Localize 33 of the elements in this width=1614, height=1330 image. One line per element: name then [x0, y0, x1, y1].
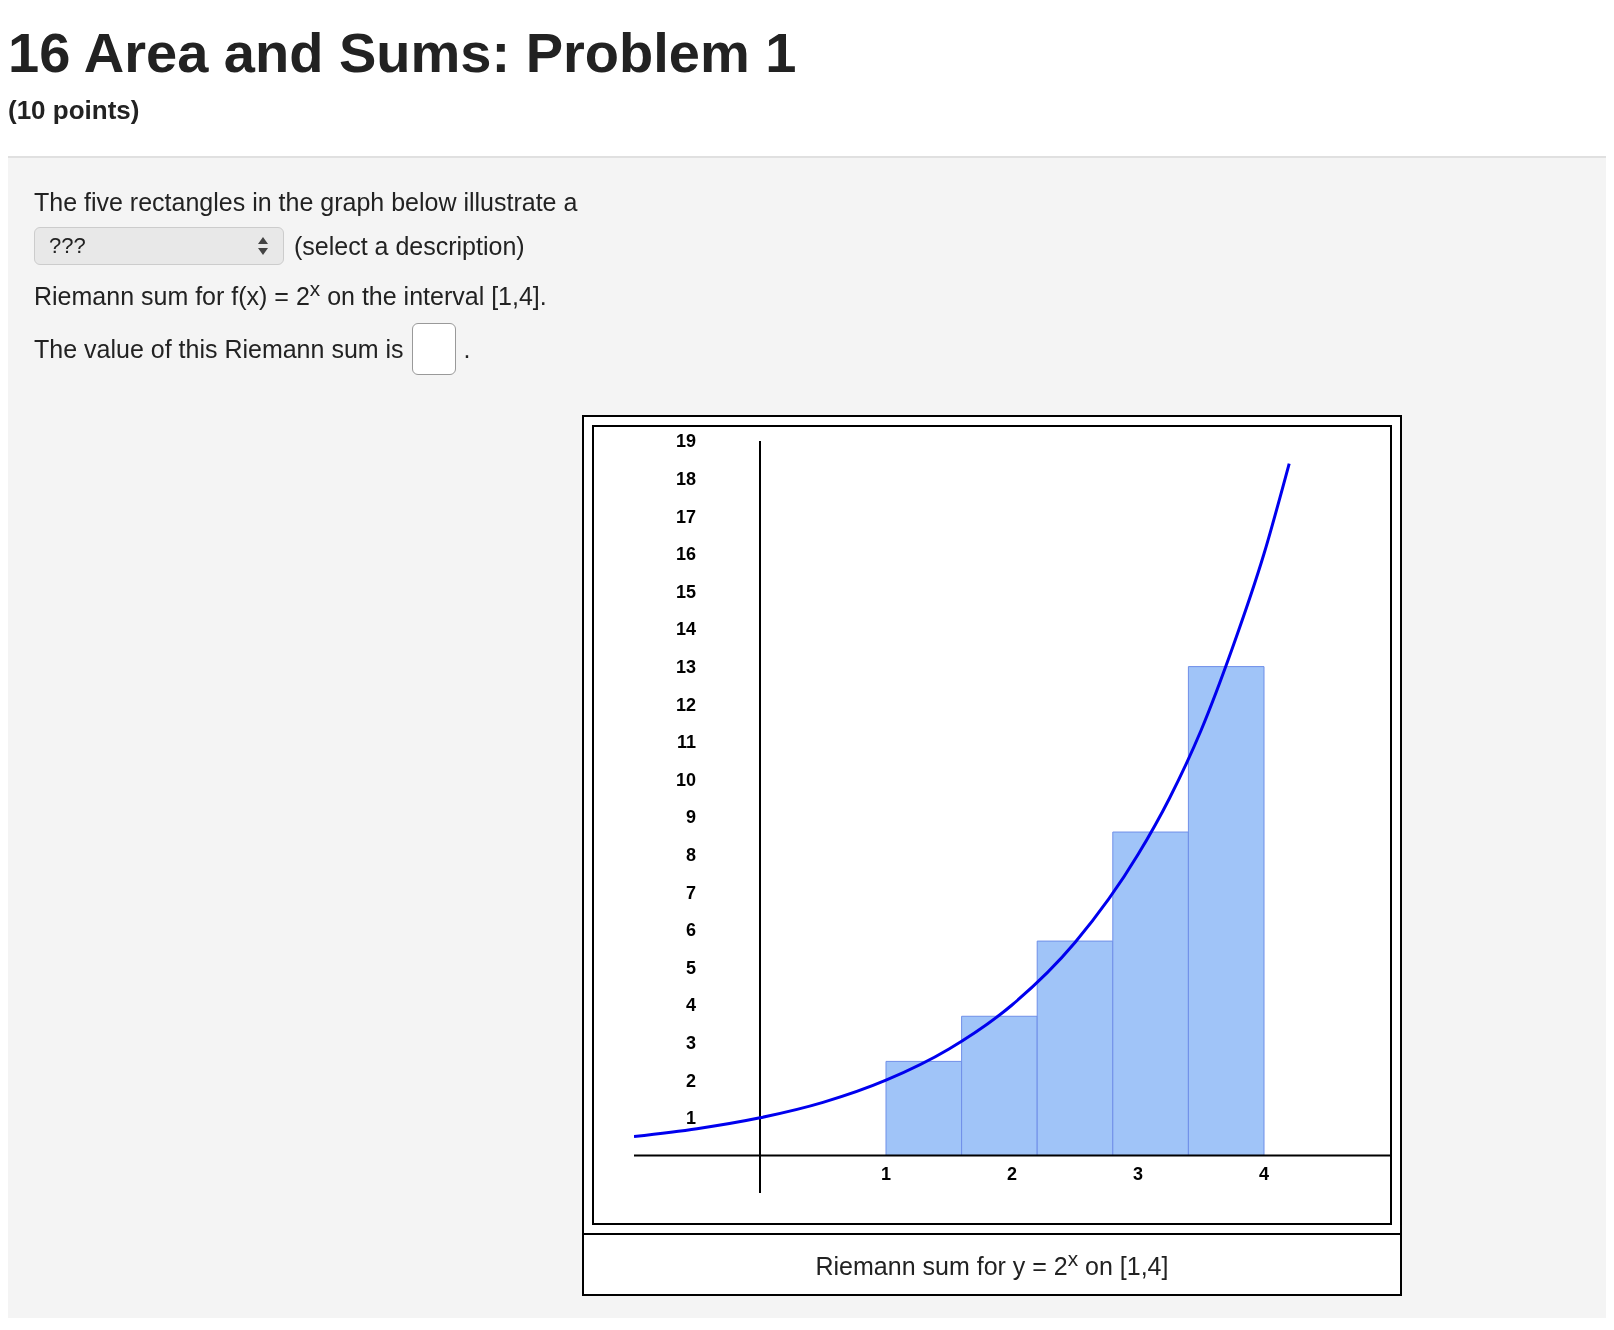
dropdown-field: ??? [34, 227, 284, 265]
y-tick-label: 16 [675, 544, 696, 565]
chart-title: 16 Area and Sums: Problem 1 [8, 20, 798, 85]
y-tick-label: 1 [685, 1108, 696, 1129]
y-tick-label: 3 [685, 1033, 696, 1054]
y-tick-label: 14 [675, 619, 696, 640]
y-tick-label: 7 [685, 882, 696, 903]
text: Riemann sum for y = 2$^{x}$ on [1,4] [814, 1246, 1170, 1283]
text: The value of this Riemann sum is [34, 334, 404, 364]
text: Riemann sum for f(x) = 2$^{x}$ on the interval [1,4]. [34, 277, 548, 312]
y-tick-label: 5 [685, 958, 696, 979]
y-tick-label: 15 [675, 582, 696, 603]
line-series [634, 462, 1291, 1139]
text: (select a description) [294, 231, 525, 261]
text: . [463, 334, 471, 364]
y-tick-label: 10 [675, 770, 696, 791]
y-tick-label: 11 [676, 732, 696, 753]
y-tick-label: 13 [675, 657, 696, 678]
y-tick-label: 8 [685, 845, 696, 866]
y-tick-label: 9 [685, 807, 696, 828]
y-tick-label: 17 [675, 506, 696, 527]
y-tick-label: 19 [675, 431, 696, 452]
y-tick-label: 12 [675, 694, 696, 715]
y-tick-label: 4 [685, 995, 696, 1016]
x-tick-label: 1 [880, 1164, 892, 1185]
x-tick-label: 4 [1258, 1164, 1270, 1185]
x-tick-label: 3 [1132, 1164, 1144, 1185]
x-tick-label: 2 [1006, 1164, 1018, 1185]
y-tick-label: 18 [675, 469, 696, 490]
text: The five rectangles in the graph below illustrate a [34, 188, 579, 217]
y-tick-label: 6 [685, 920, 696, 941]
y-tick-label: 2 [685, 1070, 696, 1091]
text: (10 points) [8, 95, 141, 126]
